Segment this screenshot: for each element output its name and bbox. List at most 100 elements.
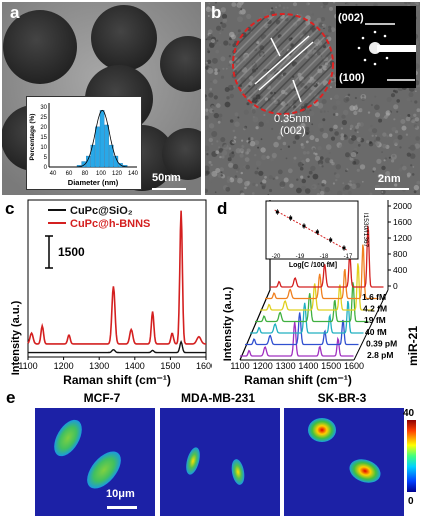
spacing-arrow [270, 37, 281, 57]
hist-x-tick: 120 [112, 171, 123, 177]
hist-y-tick: 15 [40, 135, 47, 141]
legend-label-bnns: CuPc@h-BNNS [70, 218, 150, 230]
inset-x-tick: -17 [344, 254, 353, 260]
raman-chart-c: c CuPc@SiO₂ CuPc@h-BNNS 1500 Intensity (… [5, 199, 212, 387]
scale-bar [152, 188, 186, 190]
calibration-point [289, 216, 293, 220]
panel-letter: d [217, 199, 227, 218]
calibration-point [315, 230, 319, 234]
waterfall-spectrum [265, 244, 379, 300]
raman-map-mcf7 [35, 408, 155, 516]
nanoparticle [91, 5, 157, 71]
hist-y-tick: 20 [40, 125, 47, 131]
panel-letter: b [211, 3, 222, 22]
inset-x-label: Log[C /100 fM] [289, 262, 337, 269]
waterfall-spectrum [270, 225, 384, 288]
right-tick-label: 800 [393, 249, 407, 259]
x-tick-label: 1400 [125, 361, 145, 371]
cell-signal [87, 451, 121, 489]
concentration-label: 2.8 pM [367, 350, 393, 360]
cell-title-mcf7: MCF-7 [83, 391, 121, 405]
cell-signal [186, 447, 200, 475]
nanoparticle [3, 10, 77, 84]
panel-e: e MCF-7 MDA-MB-231 SK-BR-3 [0, 388, 426, 518]
right-tick-label: 400 [393, 265, 407, 275]
diffraction-spot [385, 56, 389, 60]
hist-x-tick: 80 [82, 171, 89, 177]
diffraction-spot [357, 46, 361, 50]
calibration-inset: -20 -19 -18 -17 Log[C /100 fM] I1530/I1367 [265, 200, 369, 269]
right-tick-label: 2000 [393, 201, 412, 211]
x-tick-label: 1600 [344, 361, 364, 371]
diffraction-spot [383, 34, 387, 38]
panel-letter: c [5, 199, 14, 218]
hist-bar [95, 126, 100, 168]
cell-signal [349, 459, 381, 483]
panel-d: d Intensity (a.u.) 1100 1200 1300 1400 1500 1… [212, 196, 426, 388]
lattice-spacing-label: 0.35nm [274, 113, 311, 125]
panel-letter: e [6, 388, 16, 407]
panel-letter: a [10, 3, 20, 22]
x-tick-label: 1400 [298, 361, 318, 371]
hist-y-tick: 10 [40, 145, 47, 151]
hist-y-tick: 25 [40, 115, 47, 121]
lattice-plane-label: (002) [280, 125, 306, 137]
histogram-inset: 0 5 10 15 20 25 30 40 60 80 100 120 140 Diameter (nm)… [26, 96, 142, 190]
waterfall-spectrum [260, 263, 374, 311]
hist-x-tick: 100 [96, 171, 107, 177]
right-tick-label: 0 [393, 281, 398, 291]
legend-label-sio2: CuPc@SiO₂ [70, 205, 133, 217]
hist-y-tick: 0 [44, 165, 48, 171]
nanoparticle [162, 128, 201, 180]
inset-y-label: I1530/I1367 [362, 213, 369, 248]
histogram-chart: 0 5 10 15 20 25 30 40 60 80 100 120 140 Diameter (nm)… [29, 103, 139, 187]
hist-x-label: Diameter (nm) [68, 178, 119, 187]
calibration-point [329, 238, 333, 242]
raman-map-skbr3 [284, 408, 404, 516]
saed-label-002: (002) [338, 12, 364, 24]
hist-bar [99, 110, 105, 168]
hist-bar [86, 155, 91, 168]
y-axis-label: Intensity (a.u.) [222, 286, 234, 361]
colorbar-min: 0 [408, 496, 414, 507]
panel-b: b 0.35nm (002) (002) (100) 2nm [205, 2, 420, 195]
raman-maps: 40 0 [35, 408, 416, 516]
waterfall-spectrum [245, 312, 359, 346]
x-tick-label: 1200 [54, 361, 74, 371]
concentration-label: 19 fM [364, 315, 386, 325]
cell-title-mda: MDA-MB-231 [180, 391, 255, 405]
y-axis-label: Intensity (a.u.) [10, 300, 22, 375]
cell-signal [231, 459, 245, 485]
right-tick-label: 1200 [393, 233, 412, 243]
hist-bar [81, 161, 86, 168]
x-axis-label: Raman shift (cm⁻¹) [63, 373, 171, 387]
concentration-label: 1.6 fM [362, 292, 386, 302]
calibration-point [275, 210, 279, 214]
hist-y-label: Percentage (%) [29, 114, 36, 161]
concentration-label: 0.39 pM [366, 338, 397, 348]
x-tick-label: 1300 [276, 361, 296, 371]
x-tick-label: 1200 [253, 361, 273, 371]
hist-x-tick: 60 [66, 171, 73, 177]
plot-frame [27, 199, 207, 358]
diffraction-spot [363, 58, 367, 62]
right-tick-label: 1600 [393, 217, 412, 227]
scale-bar-label: 10μm [106, 488, 135, 500]
cell-signal [308, 418, 336, 442]
region-circle [232, 13, 334, 115]
nanoparticle [160, 36, 201, 92]
hist-y-tick: 30 [40, 105, 47, 111]
x-tick-label: 1500 [160, 361, 180, 371]
x-tick-label: 1100 [18, 361, 37, 371]
diffraction-spot [389, 46, 393, 50]
waterfall-spectrum [250, 300, 364, 334]
cell-signal [54, 419, 82, 457]
series-line-bnns [27, 210, 206, 345]
hrtem-image [205, 2, 420, 195]
x-tick-label: 1600 [196, 361, 212, 371]
scale-bar-label: 2nm [378, 173, 401, 185]
scale-bar [107, 506, 137, 509]
hist-y-tick: 5 [44, 155, 48, 161]
waterfall-spectrum [240, 321, 354, 357]
hist-bar [109, 144, 114, 168]
